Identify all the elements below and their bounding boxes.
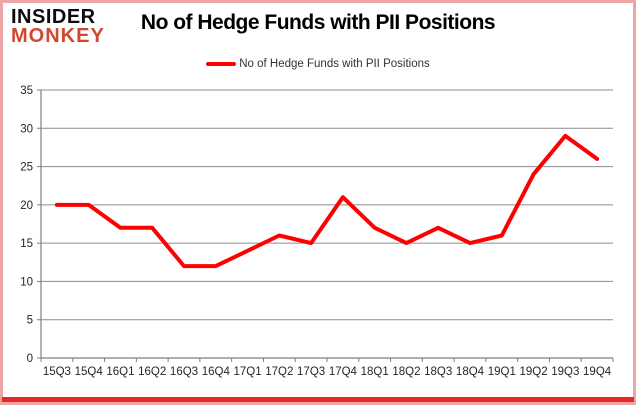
svg-text:18Q1: 18Q1 bbox=[361, 366, 389, 378]
svg-text:15: 15 bbox=[20, 238, 33, 250]
legend-label: No of Hedge Funds with PII Positions bbox=[239, 58, 430, 70]
svg-text:35: 35 bbox=[20, 85, 33, 97]
svg-text:16Q4: 16Q4 bbox=[202, 366, 231, 378]
svg-text:19Q1: 19Q1 bbox=[488, 366, 516, 378]
chart-title: No of Hedge Funds with PII Positions bbox=[140, 11, 496, 34]
svg-text:19Q3: 19Q3 bbox=[551, 366, 579, 378]
logo-text-insider: INSIDER bbox=[11, 6, 96, 28]
legend-line-swatch bbox=[206, 62, 237, 66]
svg-text:18Q2: 18Q2 bbox=[392, 366, 420, 378]
legend: No of Hedge Funds with PII Positions bbox=[0, 58, 636, 70]
svg-text:17Q1: 17Q1 bbox=[233, 366, 261, 378]
svg-text:18Q4: 18Q4 bbox=[456, 366, 485, 378]
logo-text-monkey: MONKEY bbox=[11, 25, 105, 47]
svg-text:15Q3: 15Q3 bbox=[43, 366, 71, 378]
svg-text:17Q2: 17Q2 bbox=[265, 366, 293, 378]
svg-text:0: 0 bbox=[27, 353, 33, 365]
svg-text:25: 25 bbox=[20, 162, 33, 174]
svg-text:18Q3: 18Q3 bbox=[424, 366, 452, 378]
svg-text:30: 30 bbox=[20, 123, 33, 135]
svg-text:5: 5 bbox=[27, 315, 33, 327]
svg-text:16Q3: 16Q3 bbox=[170, 366, 198, 378]
svg-text:20: 20 bbox=[20, 200, 33, 212]
svg-text:16Q1: 16Q1 bbox=[106, 366, 134, 378]
svg-text:17Q4: 17Q4 bbox=[329, 366, 358, 378]
svg-text:19Q2: 19Q2 bbox=[519, 366, 547, 378]
svg-text:19Q4: 19Q4 bbox=[583, 366, 612, 378]
svg-text:17Q3: 17Q3 bbox=[297, 366, 325, 378]
insider-monkey-logo: INSIDER MONKEY bbox=[11, 7, 105, 47]
svg-text:16Q2: 16Q2 bbox=[138, 366, 166, 378]
svg-text:15Q4: 15Q4 bbox=[75, 366, 104, 378]
svg-text:10: 10 bbox=[20, 276, 33, 288]
